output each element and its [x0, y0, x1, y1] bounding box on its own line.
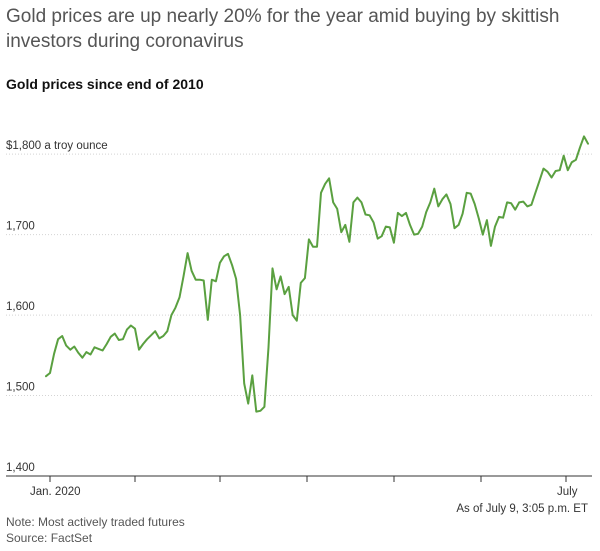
y-tick-label: 1,700: [6, 221, 35, 233]
gold-price-line: [45, 135, 589, 413]
y-tick-label: $1,800 a troy ounce: [6, 140, 108, 152]
headline: Gold prices are up nearly 20% for the ye…: [6, 6, 560, 52]
y-tick-label: 1,500: [6, 382, 35, 394]
y-tick-label: 1,600: [6, 301, 35, 313]
chart-subtitle: Gold prices since end of 2010: [6, 76, 204, 92]
chart-source: Source: FactSet: [6, 531, 93, 545]
x-tick-label: July: [557, 486, 578, 498]
as-of-label: As of July 9, 3:05 p.m. ET: [456, 503, 588, 515]
y-tick-label: 1,400: [6, 462, 35, 474]
chart-note: Note: Most actively traded futures: [6, 515, 185, 529]
x-tick-label: Jan. 2020: [30, 486, 81, 498]
